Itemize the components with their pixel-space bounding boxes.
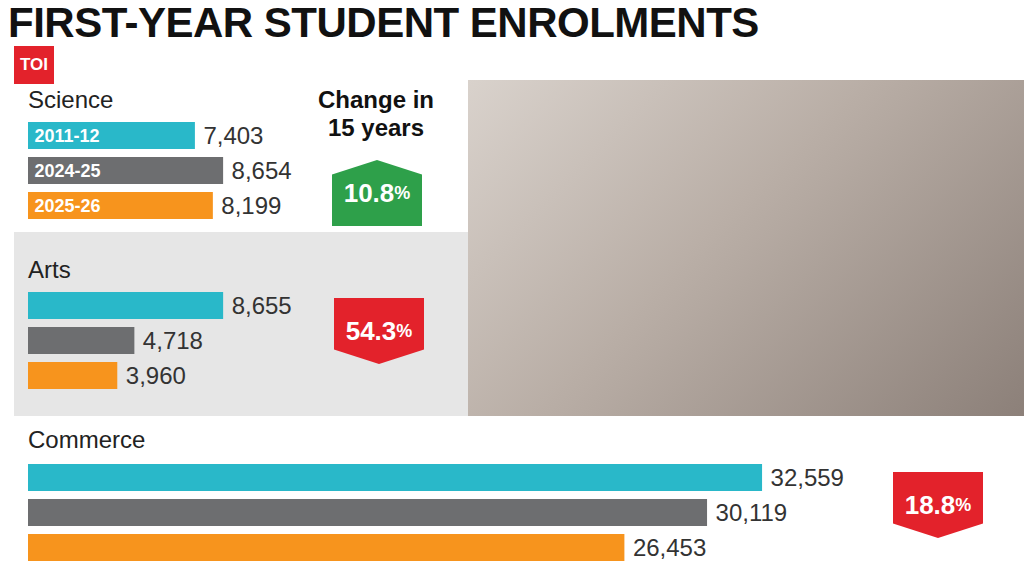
html-text:Commerce: Commerce xyxy=(28,426,146,453)
html-text:Change in 15 years: Change in 15 years xyxy=(318,86,434,141)
html-text:Arts: Arts xyxy=(28,256,71,283)
svg-text:2025-26: 2025-26 xyxy=(35,196,101,216)
svg-text:8,654: 8,654 xyxy=(232,157,292,184)
svg-text:7,403: 7,403 xyxy=(203,122,263,149)
html-text:54.3%: 54.3% xyxy=(345,315,413,346)
svg-text:8,655: 8,655 xyxy=(232,292,292,319)
svg-text:2024-25: 2024-25 xyxy=(35,161,101,181)
svg-text:4,718: 4,718 xyxy=(143,327,203,354)
html-text:FIRST-YEAR STUDENT ENROLMENTS: FIRST-YEAR STUDENT ENROLMENTS xyxy=(8,0,759,46)
html-text:10.8%: 10.8% xyxy=(343,177,411,208)
html-text:Science: Science xyxy=(28,86,114,113)
html-text:18.8%: 18.8% xyxy=(904,489,972,520)
svg-text:26,453: 26,453 xyxy=(633,534,706,561)
svg-text:2011-12: 2011-12 xyxy=(35,126,100,146)
svg-text:32,559: 32,559 xyxy=(771,464,844,491)
svg-text:30,119: 30,119 xyxy=(716,499,788,526)
svg-text:8,199: 8,199 xyxy=(221,192,281,219)
svg-text:3,960: 3,960 xyxy=(126,362,186,389)
html-text:TOI: TOI xyxy=(20,55,48,74)
